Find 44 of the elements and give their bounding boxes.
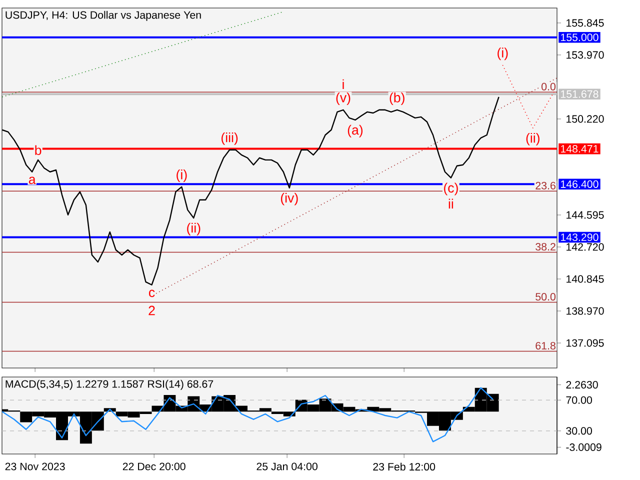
chart-title: USDJPY, H4: US Dollar vs Japanese Yen bbox=[6, 10, 201, 21]
annotation: 61.8 bbox=[536, 342, 556, 350]
annotation: (iii) bbox=[222, 132, 238, 145]
annotation: 0.0 bbox=[542, 82, 556, 90]
x-tick-label: 23 Nov 2023 bbox=[5, 462, 65, 470]
y-tick-label: 138.970 bbox=[566, 307, 604, 315]
annotation: b bbox=[35, 145, 42, 155]
y-tick-label: 140.845 bbox=[566, 275, 604, 283]
annotation: (ii) bbox=[187, 222, 200, 236]
annotation: i bbox=[342, 79, 344, 89]
annotation: c bbox=[148, 290, 155, 298]
ref-line-label: 151.678 bbox=[561, 90, 598, 98]
y-tick-label: 153.970 bbox=[566, 51, 604, 59]
annotation: (a) bbox=[348, 124, 363, 138]
annotation: (i) bbox=[176, 170, 187, 182]
annotation: a bbox=[28, 176, 36, 184]
y-tick-label: 2.2630 bbox=[566, 381, 598, 389]
ref-line-label: 155.000 bbox=[561, 34, 598, 42]
annotation: 2 bbox=[148, 306, 155, 316]
annotation: ii bbox=[448, 198, 454, 208]
annotation: (b) bbox=[390, 92, 404, 105]
annotation: (ii) bbox=[526, 132, 540, 146]
y2-tick-label: 30.00 bbox=[566, 427, 592, 435]
annotation: 38.2 bbox=[536, 242, 556, 251]
y-tick-label: 144.595 bbox=[566, 211, 604, 219]
annotation: (v) bbox=[336, 92, 350, 105]
ref-line-label: 148.471 bbox=[561, 145, 598, 153]
x-tick-label: 25 Jan 04:00 bbox=[256, 462, 318, 470]
y-tick-label: 142.720 bbox=[566, 243, 604, 251]
annotation: 50.0 bbox=[536, 293, 556, 301]
annotation: 23.6 bbox=[536, 182, 556, 190]
x-tick-label: 22 Dec 20:00 bbox=[122, 462, 186, 470]
ref-line-label: 146.400 bbox=[561, 180, 598, 188]
annotation: (c) bbox=[444, 182, 458, 196]
y-tick-label: 137.095 bbox=[566, 339, 604, 347]
x-tick-label: 23 Feb 12:00 bbox=[373, 462, 436, 471]
y-tick-label: 150.220 bbox=[566, 115, 604, 123]
y-tick-label: -3.0009 bbox=[566, 443, 602, 451]
chart-title: MACD(5,34,5) 1.2279 1.1587 RSI(14) 68.67 bbox=[6, 380, 214, 390]
ref-line-label: 143.290 bbox=[561, 233, 598, 242]
annotation: (iv) bbox=[280, 192, 298, 206]
annotation: (i) bbox=[498, 48, 508, 60]
y-tick-label: 155.845 bbox=[566, 19, 604, 27]
y2-tick-label: 70.00 bbox=[566, 396, 592, 404]
